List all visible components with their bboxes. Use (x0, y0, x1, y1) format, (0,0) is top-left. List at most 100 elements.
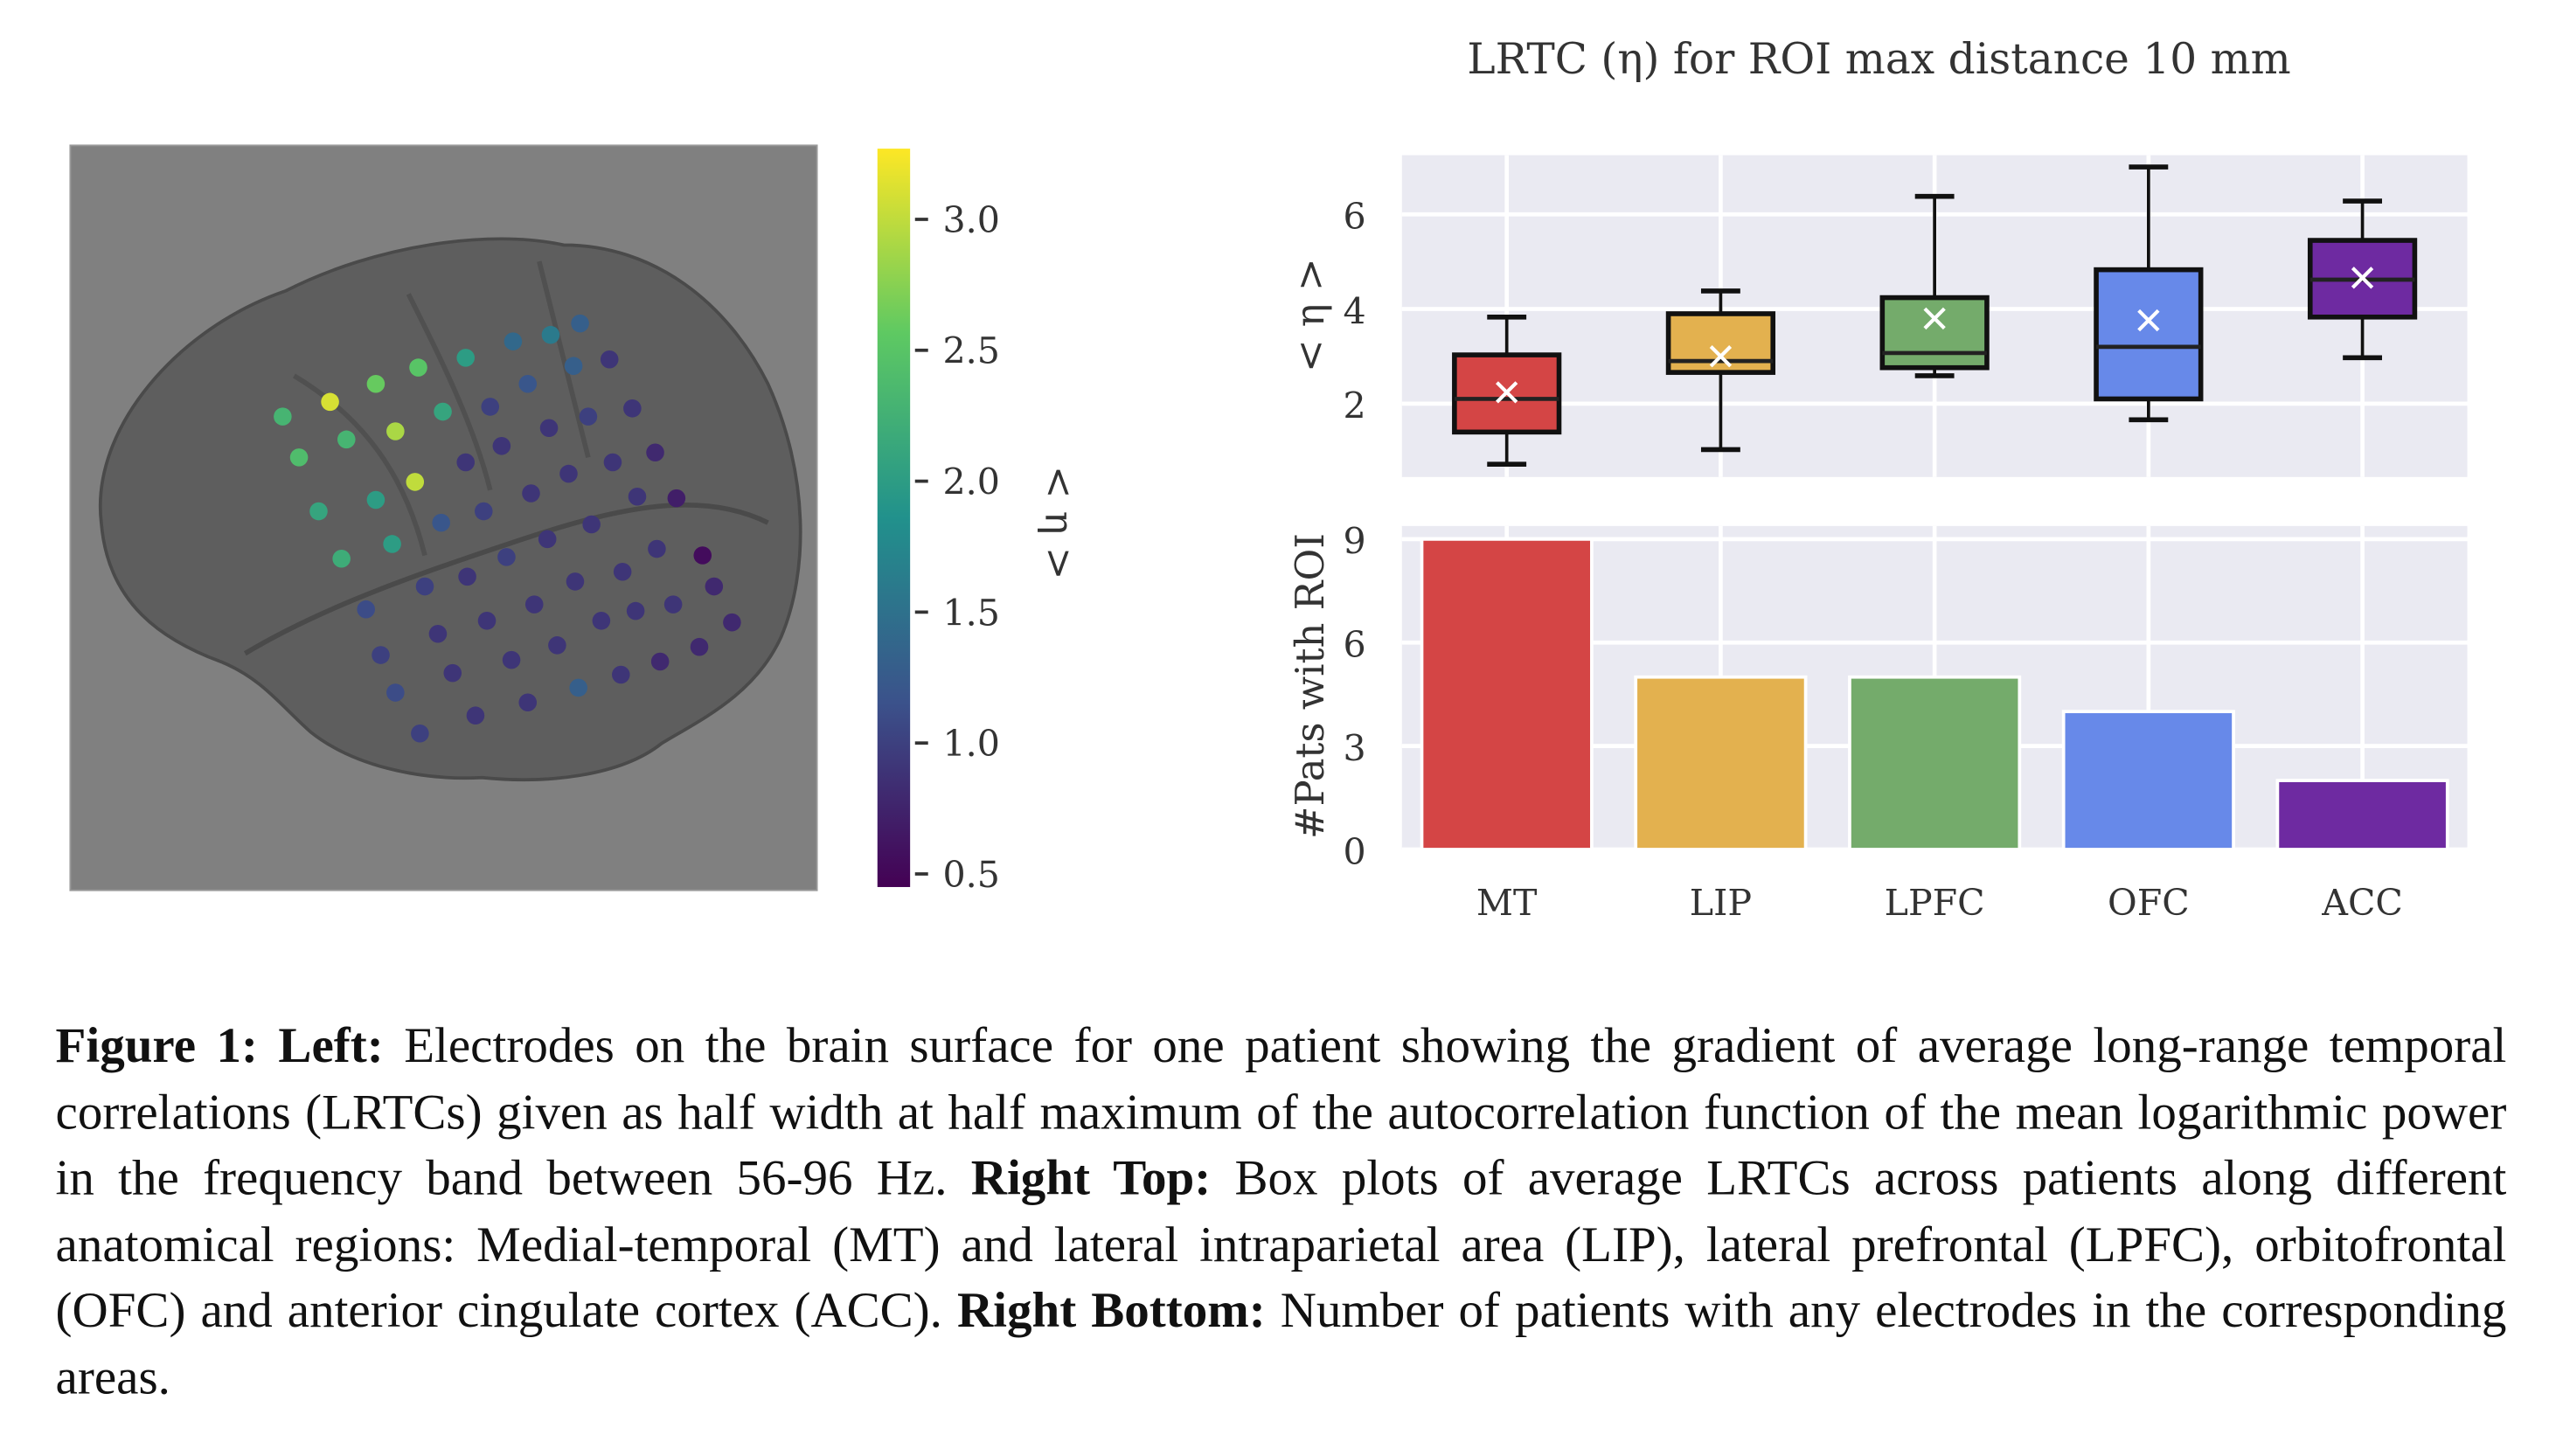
box-chart-ytick-label: 2 (1343, 385, 1365, 427)
electrode (667, 489, 686, 508)
electrode (693, 546, 712, 565)
colorbar-tick-label: 0.5 (943, 854, 1000, 896)
electrode (571, 314, 589, 333)
electrode (481, 398, 500, 416)
electrode (372, 646, 390, 664)
caption-label: Figure 1: (55, 1017, 258, 1074)
box-chart-title: LRTC (η) for ROI max distance 10 mm (1467, 35, 2290, 84)
box-mean-marker (1923, 307, 1946, 330)
electrode (289, 448, 309, 467)
caption-left-text: Electrodes on the brain surface for one … (55, 1017, 2507, 1206)
bar-lpfc (1848, 675, 2022, 851)
electrode (386, 683, 405, 702)
electrode (458, 567, 476, 586)
electrode (332, 549, 351, 568)
bar-mt (1420, 537, 1594, 851)
box-acc (2307, 198, 2418, 361)
electrode (497, 548, 516, 566)
box-chart-ylabel: < η > (1287, 258, 1333, 372)
electrode (337, 430, 356, 449)
electrode (569, 678, 587, 697)
electrode (475, 502, 493, 521)
bar-acc (2275, 779, 2449, 851)
brain-electrode-map (69, 144, 818, 891)
electrode (428, 624, 448, 643)
electrode (592, 612, 611, 630)
electrode (366, 374, 385, 393)
xtick-label: ACC (2321, 882, 2403, 924)
caption-right-top-head: Right Top: (970, 1149, 1212, 1206)
box-iqr (1665, 311, 1776, 375)
electrode (522, 484, 540, 503)
electrode (432, 513, 450, 532)
electrode (623, 399, 642, 418)
box-mean-marker (1709, 345, 1733, 368)
colorbar-tick-label: 2.0 (943, 461, 1000, 503)
box-iqr (2094, 267, 2204, 402)
caption-right-bottom-head: Right Bottom: (956, 1282, 1266, 1338)
electrode (502, 650, 521, 669)
colorbar-tick-label: 3.0 (943, 199, 1000, 241)
box-mt (1452, 314, 1562, 467)
electrode (566, 572, 585, 591)
box-mean-marker (2137, 309, 2160, 332)
colorbar-ticks: 3.0 2.5 2.0 1.5 1.0 0.5 (914, 199, 1000, 896)
electrode (524, 595, 544, 614)
electrode (434, 402, 452, 421)
box-lpfc (1879, 193, 1990, 378)
brain-surface (98, 237, 802, 781)
box-chart-ytick-label: 6 (1343, 196, 1365, 238)
electrode (415, 577, 434, 596)
box-chart-ytick-label: 4 (1343, 290, 1365, 332)
electrode (628, 487, 647, 506)
bar-ofc (2061, 710, 2235, 851)
electrode (582, 515, 601, 534)
electrode (456, 453, 476, 472)
box-lip (1665, 288, 1776, 453)
electrode (477, 612, 497, 630)
xtick-label: LPFC (1885, 882, 1985, 924)
xtick-label: LIP (1690, 882, 1752, 924)
electrode (548, 636, 566, 655)
electrode (406, 473, 425, 491)
colorbar (877, 149, 911, 887)
bar-chart: 0 3 6 9 MT LIP LPFC OFC ACC (1343, 521, 2468, 924)
box-mean-marker (2351, 267, 2374, 289)
electrode (663, 595, 683, 614)
electrode (650, 652, 670, 671)
box-iqr (1879, 295, 1990, 371)
electrode (613, 562, 632, 581)
electrode (383, 535, 401, 553)
electrodes (274, 314, 741, 743)
colorbar-tick-label: 2.5 (943, 330, 1000, 372)
bar-chart-ytick-label: 3 (1343, 727, 1365, 769)
brain-sulci (293, 260, 591, 557)
electrode (690, 637, 709, 656)
bar-chart-ytick-label: 6 (1343, 624, 1365, 666)
electrode (366, 490, 385, 510)
xtick-label: MT (1476, 882, 1538, 924)
electrode (466, 706, 485, 725)
electrode (357, 600, 375, 619)
box-chart: 2 4 6 (1343, 155, 2468, 477)
electrode (579, 407, 598, 426)
colorbar-tick-label: 1.0 (943, 723, 1000, 765)
caption-right-top-text: Box plots of average LRTCs across patien… (55, 1149, 2507, 1338)
electrode (705, 577, 724, 596)
electrode (626, 601, 645, 621)
caption-right-bottom-text: Number of patients with any electrodes i… (55, 1282, 2507, 1404)
electrode (409, 358, 427, 377)
electrode (386, 422, 405, 440)
bar-chart-ytick-label: 0 (1343, 831, 1365, 873)
colorbar-label: < η > (1036, 466, 1082, 580)
electrode (723, 613, 741, 632)
box-ofc (2094, 164, 2204, 423)
electrode (541, 325, 560, 344)
electrode (411, 724, 429, 743)
electrode (518, 693, 538, 712)
electrode (648, 539, 666, 558)
electrode (321, 392, 339, 412)
electrode (504, 332, 523, 350)
bar-chart-ylabel: #Pats with ROI (1287, 533, 1333, 839)
electrode (309, 502, 328, 521)
